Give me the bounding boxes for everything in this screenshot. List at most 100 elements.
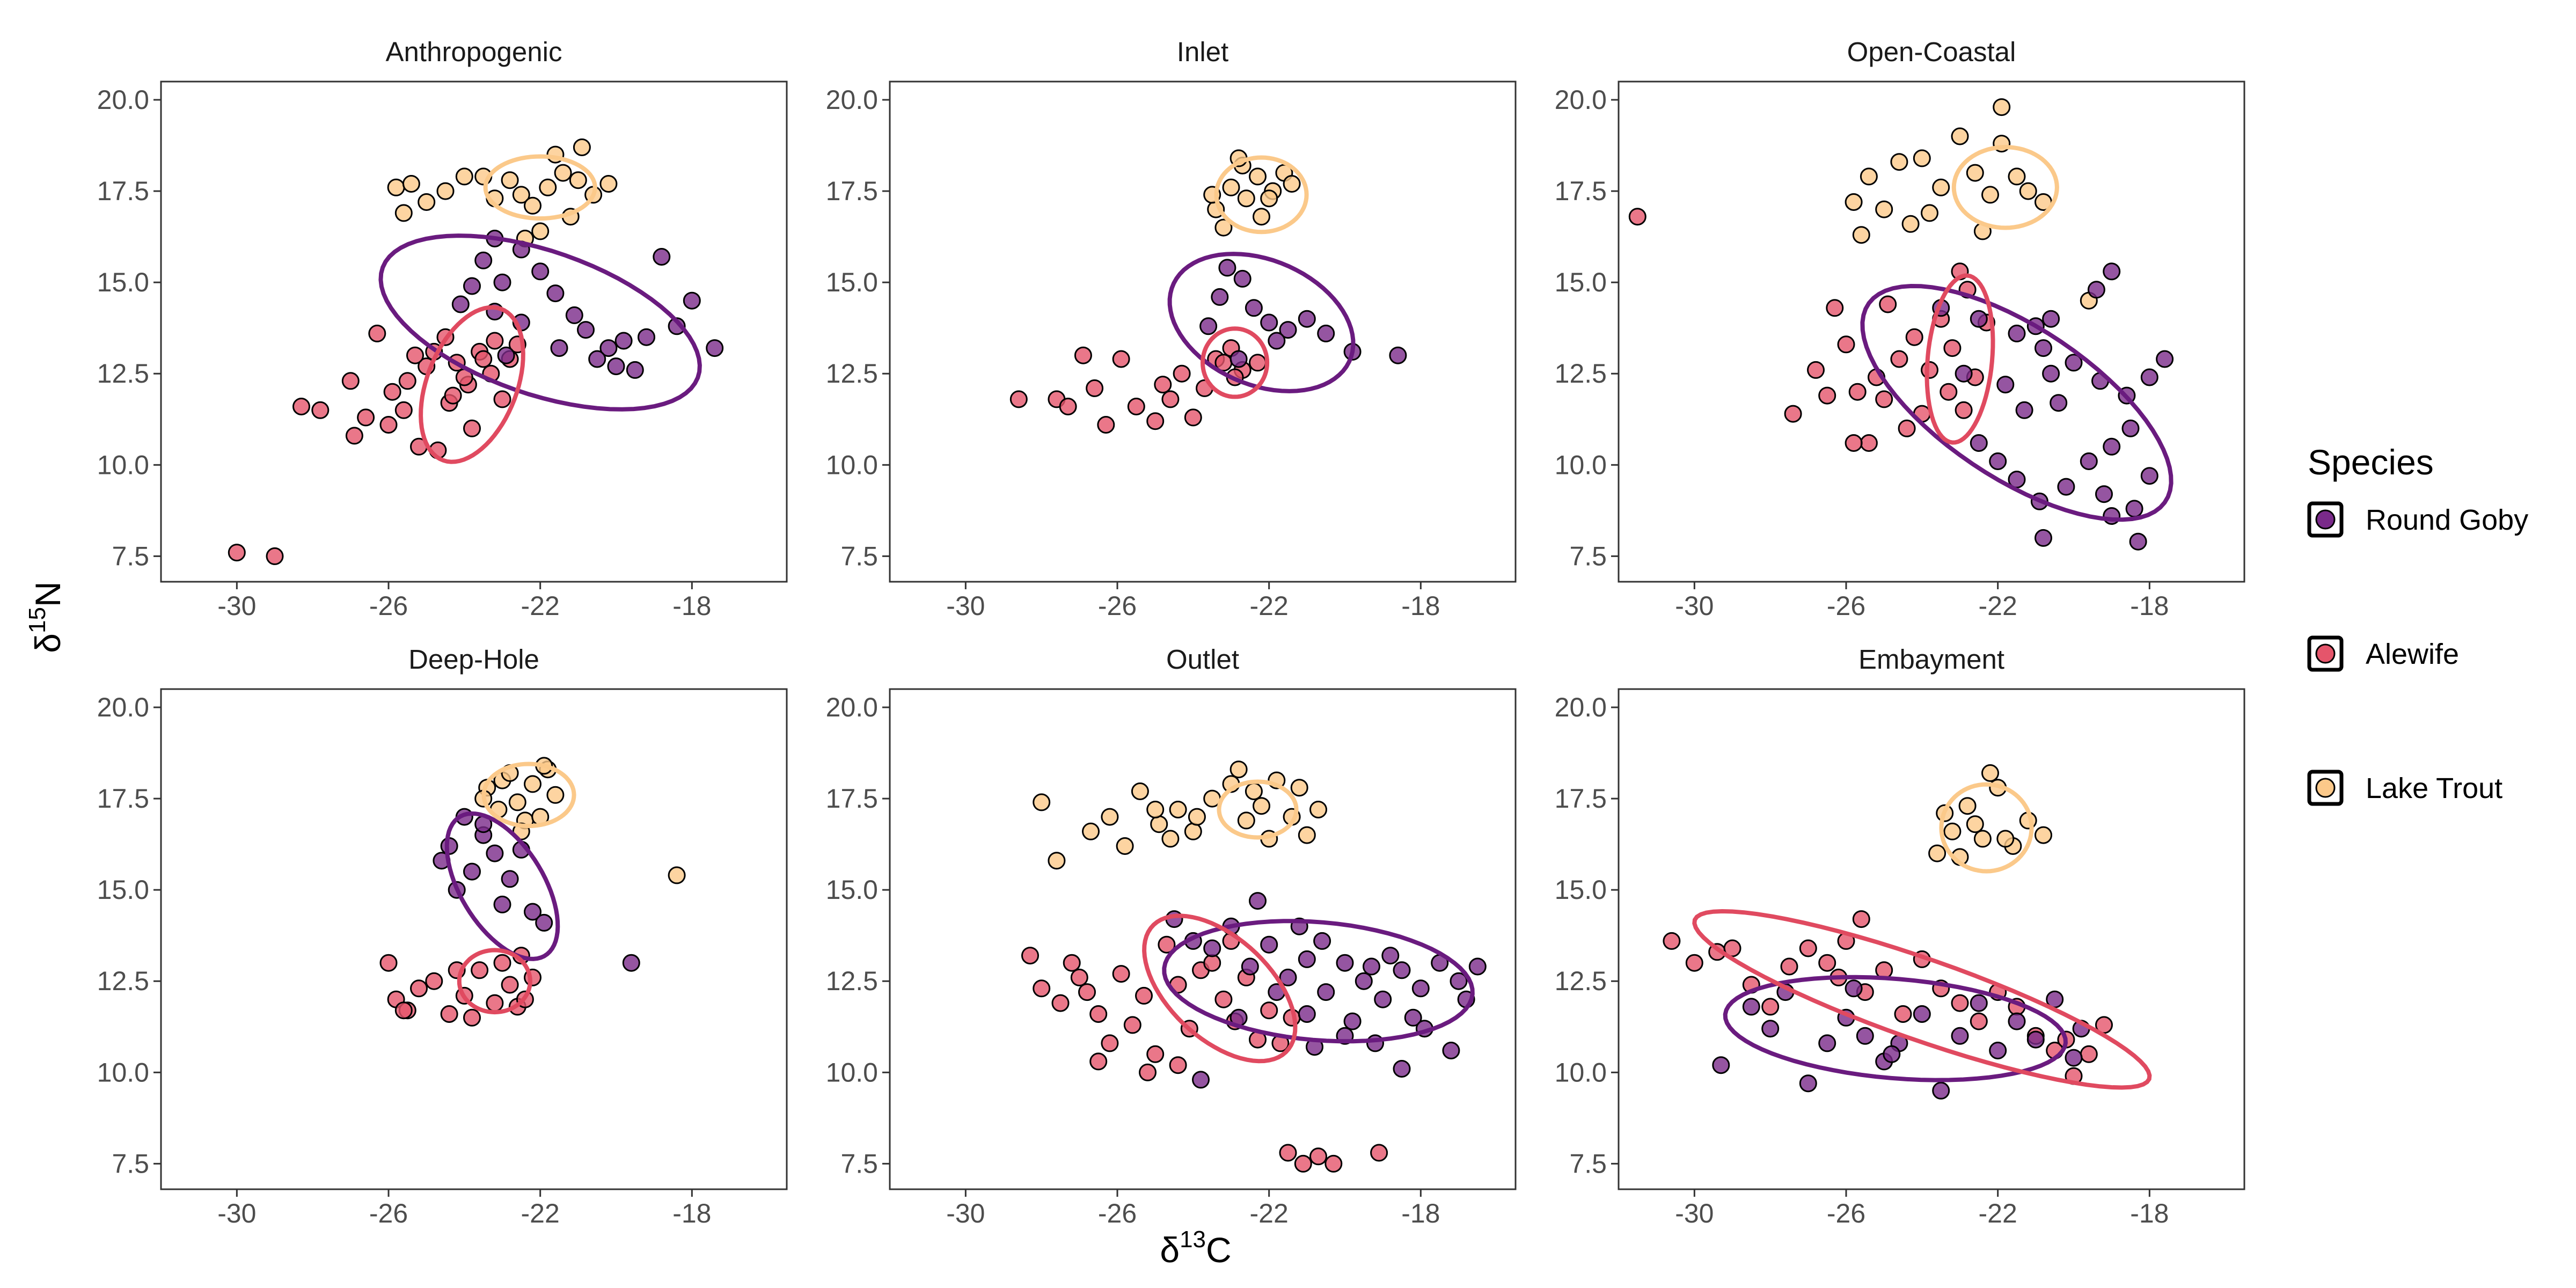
y-tick-label-embayment-5: 20.0 <box>1555 692 1607 722</box>
point-round-goby-open-coastal-15 <box>1989 452 2007 470</box>
point-round-goby-anthropogenic-9 <box>577 321 595 339</box>
point-lake-trout-open-coastal-10 <box>2008 167 2026 186</box>
point-round-goby-open-coastal-26 <box>1996 376 2015 394</box>
y-tick-label-embayment-3: 15.0 <box>1555 875 1607 905</box>
point-round-goby-anthropogenic-13 <box>668 317 686 335</box>
point-alewife-anthropogenic-26 <box>474 350 493 368</box>
point-alewife-outlet-5 <box>1089 1005 1108 1023</box>
panel-frame-outlet <box>889 688 1517 1190</box>
point-round-goby-open-coastal-29 <box>2050 394 2068 412</box>
point-round-goby-open-coastal-12 <box>2057 478 2075 496</box>
point-alewife-outlet-24 <box>1139 1063 1157 1081</box>
point-alewife-inlet-16 <box>1249 354 1267 372</box>
ellipse-round-goby-anthropogenic <box>378 233 702 412</box>
x-tick-label-outlet-3: -18 <box>1401 1198 1440 1228</box>
legend-entry-lake-trout: Lake Trout <box>2307 770 2502 806</box>
point-round-goby-outlet-4 <box>1241 957 1259 976</box>
point-alewife-anthropogenic-30 <box>345 427 363 445</box>
y-tick-label-embayment-4: 17.5 <box>1555 784 1607 814</box>
x-tick-label-inlet-1: -26 <box>1098 591 1137 621</box>
point-lake-trout-embayment-12 <box>1966 815 1984 833</box>
panel-plot-area-embayment <box>1663 764 2152 1100</box>
ellipse-lake-trout-open-coastal <box>1951 145 2059 230</box>
point-lake-trout-open-coastal-18 <box>1852 226 1870 244</box>
ellipse-round-goby-inlet <box>1167 252 1356 393</box>
y-tick-label-embayment-2: 12.5 <box>1555 966 1607 996</box>
point-alewife-outlet-31 <box>1070 968 1088 986</box>
point-round-goby-open-coastal-20 <box>2035 529 2052 547</box>
point-round-goby-inlet-4 <box>1260 313 1278 332</box>
point-round-goby-embayment-16 <box>2026 1030 2045 1049</box>
point-round-goby-open-coastal-2 <box>2008 324 2026 342</box>
point-round-goby-inlet-0 <box>1218 259 1236 277</box>
point-round-goby-inlet-8 <box>1317 324 1335 342</box>
point-alewife-inlet-10 <box>1173 364 1191 383</box>
point-round-goby-open-coastal-10 <box>2103 437 2121 456</box>
point-round-goby-open-coastal-21 <box>2140 467 2158 485</box>
point-alewife-outlet-7 <box>1112 965 1130 983</box>
point-alewife-embayment-5 <box>1761 998 1780 1016</box>
point-round-goby-open-coastal-9 <box>2121 419 2140 437</box>
point-round-goby-outlet-19 <box>1404 1008 1422 1027</box>
point-alewife-outlet-4 <box>1078 983 1096 1001</box>
panel-title-embayment: Embayment <box>1858 644 2004 675</box>
point-alewife-anthropogenic-20 <box>379 416 398 434</box>
point-alewife-open-coastal-23 <box>1818 386 1836 405</box>
point-round-goby-outlet-9 <box>1336 954 1354 972</box>
point-lake-trout-inlet-2 <box>1249 167 1267 186</box>
panel-title-open-coastal: Open-Coastal <box>1847 36 2016 67</box>
point-lake-trout-anthropogenic-0 <box>387 178 405 196</box>
panel-title-outlet: Outlet <box>1166 644 1239 675</box>
point-alewife-outlet-10 <box>1146 1045 1165 1063</box>
point-alewife-outlet-28 <box>1279 1144 1297 1162</box>
y-tick-label-inlet-4: 17.5 <box>826 176 878 206</box>
panel-frame-deep-hole <box>160 688 788 1190</box>
point-round-goby-deep-hole-7 <box>493 895 511 913</box>
point-round-goby-anthropogenic-12 <box>638 328 655 346</box>
point-lake-trout-open-coastal-15 <box>1901 215 1920 233</box>
y-tick-label-open-coastal-0: 7.5 <box>1569 541 1607 571</box>
point-lake-trout-outlet-3 <box>1101 808 1119 826</box>
point-alewife-deep-hole-4 <box>425 972 443 990</box>
y-tick-label-inlet-3: 15.0 <box>826 267 878 297</box>
ellipse-alewife-embayment <box>1692 909 2152 1090</box>
point-round-goby-outlet-31 <box>1363 957 1380 976</box>
y-tick-label-anthropogenic-2: 12.5 <box>97 358 149 389</box>
point-round-goby-anthropogenic-18 <box>653 248 671 266</box>
panel-deep-hole: Deep-Hole -30 -26 -22 -18 7.5 10.0 12.5 15.0 17.5… <box>97 644 788 1228</box>
point-alewife-deep-hole-3 <box>410 979 428 998</box>
point-round-goby-open-coastal-27 <box>1955 364 1973 383</box>
point-round-goby-inlet-12 <box>1268 332 1286 350</box>
ellipse-lake-trout-embayment <box>1939 782 2034 874</box>
point-round-goby-embayment-20 <box>1845 979 1863 998</box>
point-lake-trout-outlet-7 <box>1169 801 1187 818</box>
point-alewife-embayment-22 <box>2080 1045 2098 1063</box>
x-tick-label-inlet-0: -30 <box>946 591 985 621</box>
point-lake-trout-inlet-10 <box>1283 175 1301 193</box>
point-lake-trout-outlet-16 <box>1309 801 1327 818</box>
point-lake-trout-deep-hole-3 <box>524 775 541 793</box>
point-round-goby-anthropogenic-23 <box>607 357 625 376</box>
point-round-goby-embayment-13 <box>1970 994 1988 1012</box>
x-tick-label-deep-hole-0: -30 <box>217 1198 256 1228</box>
point-round-goby-embayment-0 <box>1712 1056 1730 1074</box>
point-lake-trout-embayment-2 <box>1958 797 1977 815</box>
point-round-goby-outlet-6 <box>1279 968 1297 986</box>
point-alewife-outlet-25 <box>1169 1056 1187 1074</box>
point-lake-trout-inlet-0 <box>1222 178 1240 196</box>
panel-plot-area-inlet <box>1009 149 1407 434</box>
point-alewife-outlet-8 <box>1123 1016 1141 1034</box>
legend-label-alewife: Alewife <box>2366 638 2459 670</box>
point-alewife-embayment-24 <box>1852 910 1870 928</box>
x-tick-label-open-coastal-2: -22 <box>1979 591 2017 621</box>
y-tick-label-deep-hole-2: 12.5 <box>97 966 149 996</box>
point-round-goby-open-coastal-30 <box>2042 364 2060 383</box>
point-alewife-embayment-3 <box>1723 939 1741 957</box>
y-tick-label-anthropogenic-5: 20.0 <box>97 85 149 115</box>
point-lake-trout-outlet-11 <box>1237 811 1255 830</box>
point-round-goby-outlet-2 <box>1203 939 1221 957</box>
point-alewife-open-coastal-21 <box>1940 383 1958 401</box>
point-round-goby-outlet-13 <box>1411 979 1430 998</box>
point-round-goby-open-coastal-11 <box>2080 452 2098 470</box>
point-alewife-open-coastal-8 <box>1890 350 1908 368</box>
